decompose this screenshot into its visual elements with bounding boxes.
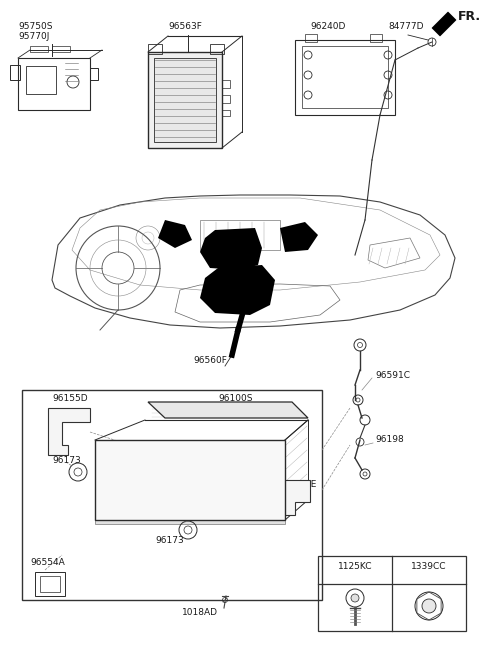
Polygon shape: [158, 220, 192, 248]
Text: 95770J: 95770J: [18, 32, 49, 41]
Bar: [40, 576, 60, 592]
Bar: [160, 478, 180, 490]
Bar: [26, 66, 56, 94]
Bar: [18, 58, 90, 110]
Bar: [318, 556, 466, 631]
Text: 84777D: 84777D: [388, 22, 423, 31]
Polygon shape: [148, 402, 308, 418]
Text: 1339CC: 1339CC: [411, 562, 447, 571]
Text: 96100S: 96100S: [218, 394, 252, 403]
Bar: [90, 68, 98, 80]
Text: 96155E: 96155E: [282, 480, 316, 489]
Bar: [10, 65, 20, 80]
Text: 96155D: 96155D: [52, 394, 88, 403]
Text: 96198: 96198: [375, 435, 404, 445]
Polygon shape: [280, 222, 318, 252]
Bar: [102, 448, 152, 514]
Bar: [370, 34, 382, 42]
Text: 96560F: 96560F: [193, 356, 227, 365]
Text: 1125KC: 1125KC: [338, 562, 372, 571]
Bar: [305, 34, 317, 42]
Bar: [182, 458, 200, 472]
Bar: [154, 58, 216, 142]
Bar: [95, 518, 285, 524]
Bar: [212, 478, 232, 490]
Text: 96591C: 96591C: [375, 371, 410, 380]
Bar: [248, 458, 266, 472]
Bar: [148, 44, 162, 54]
Bar: [186, 478, 206, 490]
Text: 96563F: 96563F: [168, 22, 202, 31]
Bar: [204, 458, 222, 472]
Polygon shape: [200, 228, 262, 270]
Bar: [302, 46, 388, 108]
Polygon shape: [200, 265, 275, 315]
Bar: [35, 572, 65, 596]
Polygon shape: [432, 12, 456, 36]
Polygon shape: [148, 52, 222, 148]
Bar: [160, 458, 178, 472]
Bar: [226, 458, 244, 472]
Bar: [222, 80, 230, 88]
Circle shape: [422, 599, 436, 613]
Bar: [52, 46, 70, 52]
Bar: [95, 440, 285, 520]
Bar: [30, 46, 48, 52]
Bar: [295, 40, 395, 115]
Bar: [22, 390, 322, 600]
Text: 96240D: 96240D: [310, 22, 346, 31]
Polygon shape: [280, 480, 310, 515]
Polygon shape: [48, 408, 90, 455]
Bar: [222, 110, 230, 116]
Bar: [200, 220, 280, 250]
Bar: [222, 95, 230, 103]
Text: 1018AD: 1018AD: [182, 608, 218, 617]
Polygon shape: [60, 410, 70, 420]
Text: 96173: 96173: [52, 456, 81, 465]
Text: 96173: 96173: [155, 536, 184, 545]
Bar: [238, 478, 258, 490]
Text: FR.: FR.: [458, 10, 480, 23]
Bar: [210, 44, 224, 54]
Text: 96554A: 96554A: [30, 558, 65, 567]
Circle shape: [351, 594, 359, 602]
Text: 95750S: 95750S: [18, 22, 52, 31]
